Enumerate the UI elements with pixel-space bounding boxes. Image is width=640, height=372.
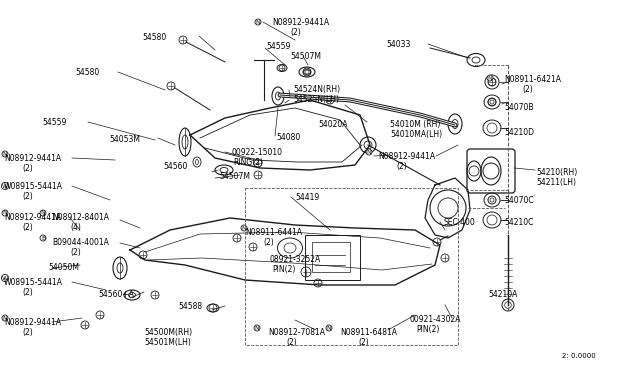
Text: 54211(LH): 54211(LH) [536, 178, 576, 187]
Text: 54210C: 54210C [504, 218, 533, 227]
Text: SEC.400: SEC.400 [443, 218, 475, 227]
Text: PIN(2): PIN(2) [272, 265, 296, 274]
Text: N08912-9441A: N08912-9441A [4, 213, 61, 222]
Text: 54559: 54559 [42, 118, 67, 127]
Text: (2): (2) [286, 338, 297, 347]
Text: 54010MA(LH): 54010MA(LH) [390, 130, 442, 139]
Text: 54033: 54033 [386, 40, 410, 49]
Text: 54580: 54580 [75, 68, 99, 77]
Text: N08912-9441A: N08912-9441A [378, 152, 435, 161]
Text: 54053M: 54053M [109, 135, 140, 144]
Text: (2): (2) [70, 248, 81, 257]
Text: N: N [3, 315, 8, 321]
Text: (2): (2) [263, 238, 274, 247]
Text: (2): (2) [22, 192, 33, 201]
Text: 00921-4302A: 00921-4302A [410, 315, 461, 324]
Text: 54210A: 54210A [488, 290, 517, 299]
Text: N: N [255, 326, 259, 330]
Text: 54588: 54588 [178, 302, 202, 311]
Text: 54560: 54560 [163, 162, 188, 171]
Text: N08912-8401A: N08912-8401A [52, 213, 109, 222]
Text: 54010M (RH): 54010M (RH) [390, 120, 440, 129]
Text: 54070C: 54070C [504, 196, 534, 205]
Text: N: N [242, 225, 246, 231]
Text: 54507M: 54507M [219, 172, 250, 181]
Text: 54560+A: 54560+A [98, 290, 134, 299]
Text: 54080: 54080 [276, 133, 300, 142]
Text: (2): (2) [22, 328, 33, 337]
Text: PIN(2): PIN(2) [416, 325, 440, 334]
Text: 54210(RH): 54210(RH) [536, 168, 577, 177]
Text: 54559: 54559 [266, 42, 291, 51]
Text: N: N [40, 211, 45, 215]
Text: 54050M: 54050M [48, 263, 79, 272]
Text: RING(2): RING(2) [233, 158, 263, 167]
Text: N08911-6481A: N08911-6481A [340, 328, 397, 337]
Text: N08912-7081A: N08912-7081A [268, 328, 325, 337]
Text: N: N [488, 76, 492, 80]
Text: (2): (2) [358, 338, 369, 347]
Text: 54419: 54419 [295, 193, 319, 202]
Text: B09044-4001A: B09044-4001A [52, 238, 109, 247]
Text: (2): (2) [22, 288, 33, 297]
Text: 2: 0.0000: 2: 0.0000 [562, 353, 596, 359]
Text: 54020A: 54020A [318, 120, 348, 129]
Text: N: N [255, 19, 260, 25]
Text: N: N [367, 150, 371, 154]
Text: W: W [2, 276, 8, 280]
Text: 00922-15010: 00922-15010 [231, 148, 282, 157]
Text: (4): (4) [70, 223, 81, 232]
Text: N08912-9441A: N08912-9441A [4, 154, 61, 163]
Text: (2): (2) [396, 162, 407, 171]
Text: W08915-5441A: W08915-5441A [4, 278, 63, 287]
Text: 54210D: 54210D [504, 128, 534, 137]
Text: N: N [3, 211, 8, 215]
Text: 54070B: 54070B [504, 103, 534, 112]
Text: 54501M(LH): 54501M(LH) [144, 338, 191, 347]
Text: 54580: 54580 [142, 33, 166, 42]
Text: N08911-6441A: N08911-6441A [245, 228, 302, 237]
Text: N08912-9441A: N08912-9441A [4, 318, 61, 327]
Text: 54525N(LH): 54525N(LH) [293, 95, 339, 104]
Text: W08915-5441A: W08915-5441A [4, 182, 63, 191]
Text: N: N [326, 326, 332, 330]
Text: (2): (2) [22, 164, 33, 173]
Text: 54524N(RH): 54524N(RH) [293, 85, 340, 94]
Text: N08912-9441A: N08912-9441A [272, 18, 329, 27]
Text: 54500M(RH): 54500M(RH) [144, 328, 192, 337]
Text: N: N [3, 151, 8, 157]
Text: (2): (2) [22, 223, 33, 232]
Text: (2): (2) [522, 85, 532, 94]
Text: B: B [41, 235, 45, 241]
Text: N08911-6421A: N08911-6421A [504, 75, 561, 84]
Text: (2): (2) [290, 28, 301, 37]
Text: 54507M: 54507M [290, 52, 321, 61]
Text: 08921-3252A: 08921-3252A [270, 255, 321, 264]
Text: W: W [2, 183, 8, 189]
